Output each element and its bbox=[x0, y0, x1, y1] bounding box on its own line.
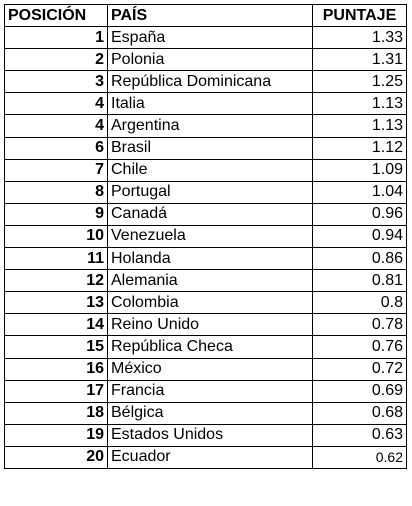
country-cell: Holanda bbox=[107, 247, 313, 271]
table-row: 7 Chile 1.09 bbox=[4, 158, 407, 182]
table-row: 16 México 0.72 bbox=[4, 357, 407, 381]
position-cell: 12 bbox=[4, 269, 108, 293]
score-cell: 0.69 bbox=[312, 379, 407, 403]
country-cell: Ecuador bbox=[107, 445, 313, 469]
table-row: 15 República Checa 0.76 bbox=[4, 335, 407, 359]
score-cell: 0.78 bbox=[312, 313, 407, 337]
table-row: 3 República Dominicana 1.25 bbox=[4, 70, 407, 94]
score-cell: 1.33 bbox=[312, 26, 407, 50]
table-row: 18 Bélgica 0.68 bbox=[4, 401, 407, 425]
score-cell: 0.96 bbox=[312, 202, 407, 226]
score-cell: 0.81 bbox=[312, 269, 407, 293]
country-cell: Alemania bbox=[107, 269, 313, 293]
table-body: 1 España 1.33 2 Polonia 1.31 3 República Domini… bbox=[4, 26, 407, 469]
country-cell: Bélgica bbox=[107, 401, 313, 425]
country-cell: España bbox=[107, 26, 313, 50]
score-cell: 1.31 bbox=[312, 48, 407, 72]
table-row: 11 Holanda 0.86 bbox=[4, 247, 407, 271]
position-cell: 16 bbox=[4, 357, 108, 381]
score-cell: 0.62 bbox=[312, 445, 407, 469]
score-cell: 1.25 bbox=[312, 70, 407, 94]
country-cell: Italia bbox=[107, 92, 313, 116]
score-cell: 0.94 bbox=[312, 224, 407, 249]
score-cell: 0.8 bbox=[312, 291, 407, 315]
table-row: 1 España 1.33 bbox=[4, 26, 407, 50]
position-cell: 4 bbox=[4, 92, 108, 116]
table-row: 2 Polonia 1.31 bbox=[4, 48, 407, 72]
header-position: POSICIÓN bbox=[4, 3, 108, 28]
table-row: 19 Estados Unidos 0.63 bbox=[4, 423, 407, 447]
table-row: 14 Reino Unido 0.78 bbox=[4, 313, 407, 337]
score-cell: 1.13 bbox=[312, 114, 407, 138]
position-cell: 1 bbox=[4, 26, 108, 50]
score-cell: 1.13 bbox=[312, 92, 407, 116]
country-cell: Venezuela bbox=[107, 224, 313, 249]
country-cell: Argentina bbox=[107, 114, 313, 138]
position-cell: 2 bbox=[4, 48, 108, 72]
position-cell: 7 bbox=[4, 158, 108, 182]
table-row: 8 Portugal 1.04 bbox=[4, 180, 407, 204]
position-cell: 20 bbox=[4, 445, 108, 469]
table-row: 17 Francia 0.69 bbox=[4, 379, 407, 403]
position-cell: 14 bbox=[4, 313, 108, 337]
position-cell: 18 bbox=[4, 401, 108, 425]
country-cell: Colombia bbox=[107, 291, 313, 315]
position-cell: 3 bbox=[4, 70, 108, 94]
score-cell: 0.63 bbox=[312, 423, 407, 447]
table-row: 13 Colombia 0.8 bbox=[4, 291, 407, 315]
country-cell: Canadá bbox=[107, 202, 313, 226]
score-cell: 1.12 bbox=[312, 136, 407, 160]
country-cell: Estados Unidos bbox=[107, 423, 313, 447]
position-cell: 8 bbox=[4, 180, 108, 204]
table-row: 6 Brasil 1.12 bbox=[4, 136, 407, 160]
position-cell: 9 bbox=[4, 202, 108, 226]
header-country: PAÍS bbox=[107, 3, 313, 28]
table-row: 12 Alemania 0.81 bbox=[4, 269, 407, 293]
table-row: 4 Argentina 1.13 bbox=[4, 114, 407, 138]
position-cell: 17 bbox=[4, 379, 108, 403]
country-cell: Polonia bbox=[107, 48, 313, 72]
header-score: PUNTAJE bbox=[312, 3, 407, 28]
country-cell: Reino Unido bbox=[107, 313, 313, 337]
country-cell: Chile bbox=[107, 158, 313, 182]
table-row: 9 Canadá 0.96 bbox=[4, 202, 407, 226]
score-cell: 1.04 bbox=[312, 180, 407, 204]
country-cell: Francia bbox=[107, 379, 313, 403]
position-cell: 4 bbox=[4, 114, 108, 138]
position-cell: 6 bbox=[4, 136, 108, 160]
position-cell: 13 bbox=[4, 291, 108, 315]
score-cell: 0.68 bbox=[312, 401, 407, 425]
table-row: 4 Italia 1.13 bbox=[4, 92, 407, 116]
country-cell: Portugal bbox=[107, 180, 313, 204]
country-cell: República Checa bbox=[107, 335, 313, 359]
position-cell: 11 bbox=[4, 247, 108, 271]
position-cell: 10 bbox=[4, 224, 108, 249]
score-cell: 0.76 bbox=[312, 335, 407, 359]
score-cell: 0.72 bbox=[312, 357, 407, 381]
position-cell: 15 bbox=[4, 335, 108, 359]
header-row: POSICIÓN PAÍS PUNTAJE bbox=[4, 3, 407, 28]
country-cell: República Dominicana bbox=[107, 70, 313, 94]
score-cell: 1.09 bbox=[312, 158, 407, 182]
country-cell: Brasil bbox=[107, 136, 313, 160]
table-row: 20 Ecuador 0.62 bbox=[4, 445, 407, 469]
country-cell: México bbox=[107, 357, 313, 381]
table-row: 10 Venezuela 0.94 bbox=[4, 224, 407, 249]
score-cell: 0.86 bbox=[312, 247, 407, 271]
table-header: POSICIÓN PAÍS PUNTAJE bbox=[4, 3, 407, 28]
ranking-table: POSICIÓN PAÍS PUNTAJE 1 España 1.33 2 Poloni… bbox=[4, 3, 407, 469]
position-cell: 19 bbox=[4, 423, 108, 447]
